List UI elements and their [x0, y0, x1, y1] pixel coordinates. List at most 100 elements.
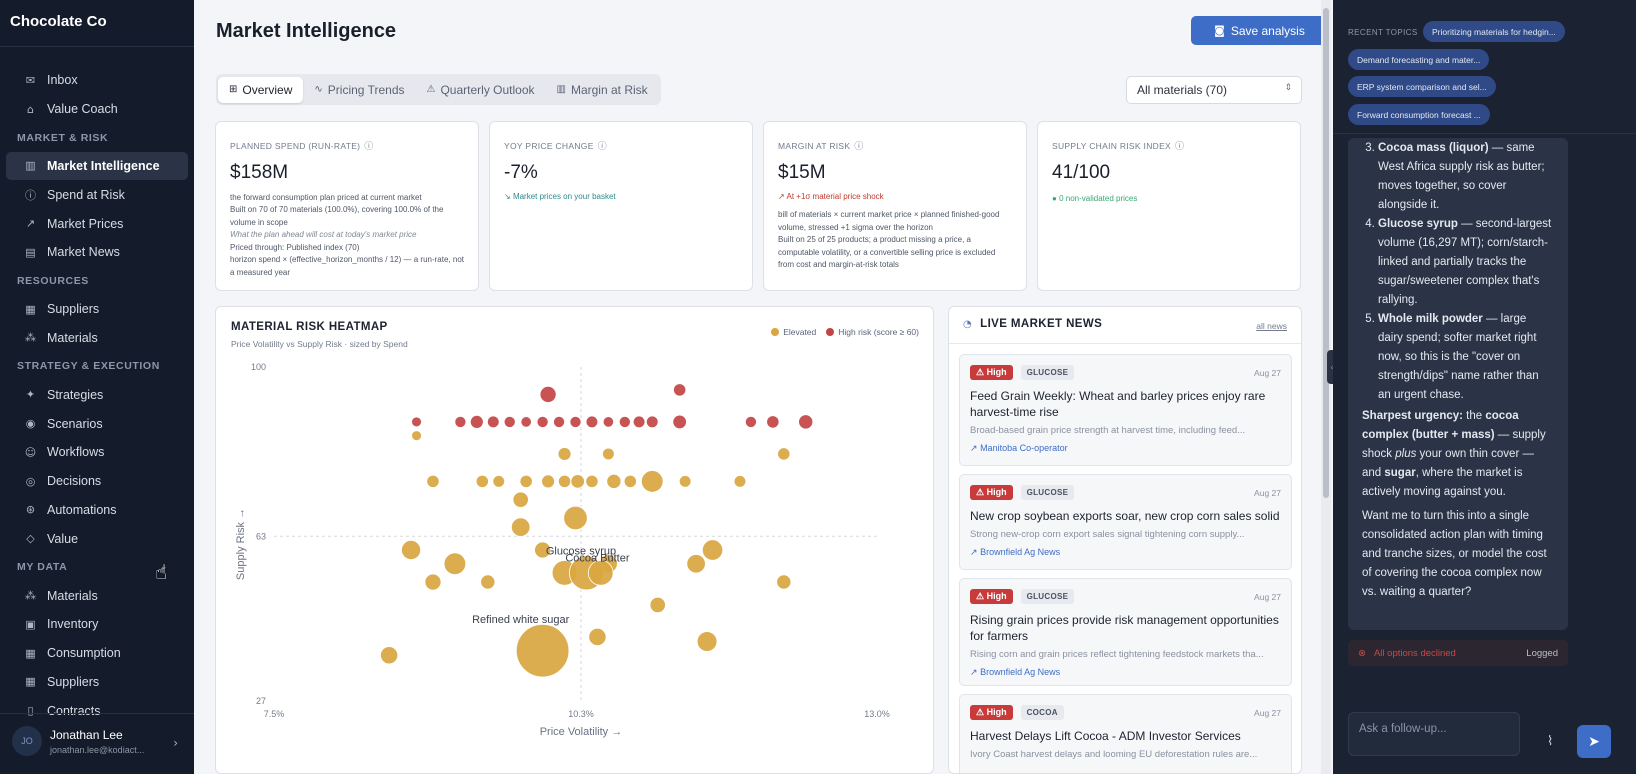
section-title: MY DATA	[17, 561, 68, 574]
info-icon[interactable]: ⓘ	[597, 142, 607, 152]
news-title: LIVE MARKET NEWS	[980, 318, 1103, 330]
follow-up-input[interactable]: Ask a follow-up...	[1348, 712, 1520, 756]
sidebar-item-my-materials[interactable]: ⁂ Materials	[6, 581, 188, 610]
kpi-note: What the plan ahead will cost at today's…	[230, 230, 417, 239]
sidebar-item-label: Market News	[47, 245, 120, 260]
legend-item-elevated: Elevated	[771, 327, 816, 337]
kpi-label: MARGIN AT RISK ⓘ	[778, 139, 1012, 153]
news-card[interactable]: ⚠ High GLUCOSE Aug 27 Rising grain prices …	[959, 578, 1292, 686]
tab-margin-at-risk[interactable]: ▥ Margin at Risk	[546, 77, 659, 103]
sidebar-item-market-prices[interactable]: ↗ Market Prices	[6, 209, 188, 238]
tab-pricing-trends[interactable]: ∿ Pricing Trends	[303, 77, 415, 103]
brand-name[interactable]: Chocolate Co	[10, 13, 107, 30]
data-point	[510, 517, 531, 537]
sidebar-item-inventory[interactable]: ▣ Inventory	[6, 610, 188, 639]
sidebar-item-value-coach[interactable]: ⌂ Value Coach	[6, 95, 188, 124]
data-point	[411, 430, 422, 441]
save-analysis-button[interactable]: ◙ Save analysis	[1191, 16, 1328, 45]
news-source-link[interactable]: ↗ Brownfield Ag News	[970, 667, 1281, 678]
kpi-trend: ↗ At +1σ material price shock	[778, 192, 1012, 201]
section-my-data[interactable]: MY DATA ⌄	[0, 553, 194, 581]
main-scrollbar[interactable]	[1321, 0, 1331, 774]
sidebar-item-inbox[interactable]: ✉ Inbox	[6, 66, 188, 95]
info-icon[interactable]: ⓘ	[854, 142, 864, 152]
data-point	[486, 415, 500, 429]
tab-label: Pricing Trends	[327, 82, 405, 97]
news-source-link[interactable]: ↗ Manitoba Co-operator	[970, 443, 1281, 454]
sparkles-icon: ✦	[25, 388, 36, 402]
sidebar-item-market-intelligence[interactable]: ▥ Market Intelligence	[6, 151, 188, 181]
send-button[interactable]: ➤	[1577, 725, 1611, 758]
kpi-status: ● 0 non-validated prices	[1052, 194, 1286, 203]
topic-chip[interactable]: Prioritizing materials for hedgin...	[1423, 21, 1565, 42]
tag-icon: ◇	[26, 532, 35, 546]
sidebar-item-consumption[interactable]: ▦ Consumption	[6, 639, 188, 668]
kpi-value: $158M	[230, 162, 289, 183]
paperclip-icon[interactable]: ⌇	[1547, 734, 1554, 749]
severity-badge: ⚠ High	[970, 705, 1013, 720]
data-point	[585, 474, 599, 488]
news-card[interactable]: ⚠ High GLUCOSE Aug 27 New crop soybean exp…	[959, 474, 1292, 570]
materials-filter-select[interactable]: All materials (70) ⇕	[1126, 76, 1302, 104]
sidebar-item-label: Decisions	[47, 474, 102, 489]
sidebar-item-my-suppliers[interactable]: ▦ Suppliers	[6, 668, 188, 697]
kpi-note: Built on 70 of 70 materials (100.0%), co…	[230, 205, 444, 227]
legend-swatch	[771, 328, 780, 336]
kpi-note: Priced through: Published index (70)	[230, 242, 360, 252]
data-point	[776, 574, 792, 590]
trend-text: Market prices on your basket	[512, 192, 616, 201]
data-point	[645, 415, 659, 429]
all-news-link[interactable]: all news	[1256, 321, 1287, 331]
news-headline: Rising grain prices provide risk managem…	[970, 613, 1279, 643]
kpi-label-text: MARGIN AT RISK	[778, 140, 851, 151]
news-source-link[interactable]: ↗ Brownfield Ag News	[970, 547, 1281, 558]
sidebar-item-automations[interactable]: ⊛ Automations	[6, 496, 188, 525]
news-snippet: Ivory Coast harvest delays and looming E…	[970, 749, 1258, 760]
decision-status: ⊗ All options declined Logged	[1348, 640, 1568, 666]
logged-label: Logged	[1526, 647, 1558, 659]
topic-chip[interactable]: Demand forecasting and mater...	[1348, 49, 1490, 70]
info-icon[interactable]: ⓘ	[364, 142, 374, 152]
topic-chip[interactable]: ERP system comparison and sel...	[1348, 76, 1496, 97]
data-point	[623, 474, 637, 488]
news-header: ◔ LIVE MARKET NEWS	[963, 318, 1102, 330]
trend-up-icon: ↗	[778, 192, 785, 201]
info-icon[interactable]: ⓘ	[1175, 142, 1185, 152]
user-menu[interactable]: JO Jonathan Lee jonathan.lee@kodiact... …	[0, 713, 194, 774]
news-snippet: Broad-based grain price strength at harv…	[970, 425, 1246, 436]
sidebar-item-contracts[interactable]: ▯ Contracts	[6, 696, 188, 725]
tab-quarterly-outlook[interactable]: ⚠ Quarterly Outlook	[416, 77, 546, 103]
divider	[1333, 133, 1636, 134]
news-card[interactable]: ⚠ High COCOA Aug 27 Harvest Delays Lift Co…	[959, 694, 1292, 773]
tab-overview[interactable]: ⊞ Overview	[218, 76, 304, 103]
boxes-icon: ⁂	[25, 589, 36, 603]
scrollbar-thumb[interactable]	[1323, 8, 1329, 498]
building-icon: ▦	[25, 675, 36, 689]
sidebar-item-value[interactable]: ◇ Value	[6, 524, 188, 553]
sidebar-item-strategies[interactable]: ✦ Strategies	[6, 380, 188, 409]
data-point	[602, 416, 615, 428]
sidebar-item-spend-at-risk[interactable]: ⓘ Spend at Risk	[6, 180, 188, 209]
topic-chip[interactable]: Forward consumption forecast ...	[1348, 104, 1490, 125]
sidebar-item-suppliers[interactable]: ▦ Suppliers	[6, 295, 188, 324]
sidebar-item-label: Materials	[47, 330, 98, 345]
heatmap-chart[interactable]: 100 63 27 7.5% 10.3% 13.0% Price Volatility → S…	[216, 307, 935, 774]
sidebar-item-workflows[interactable]: ☺ Workflows	[6, 438, 188, 467]
sidebar-item-decisions[interactable]: ◎ Decisions	[6, 467, 188, 496]
view-tabs: ⊞ Overview ∿ Pricing Trends ⚠ Quarterly Out…	[216, 74, 661, 105]
sidebar-item-market-news[interactable]: ▤ Market News	[6, 238, 188, 267]
external-link-icon: ↗	[970, 668, 978, 678]
sidebar-item-materials[interactable]: ⁂ Materials	[6, 324, 188, 353]
data-point	[733, 475, 747, 488]
kpi-planned-spend: PLANNED SPEND (RUN-RATE) ⓘ $158M the forw…	[215, 121, 479, 291]
sidebar-item-scenarios[interactable]: ◉ Scenarios	[6, 409, 188, 438]
select-chevron-icon: ⇕	[1284, 83, 1292, 93]
kpi-description: the forward consumption plan priced at c…	[230, 193, 422, 202]
kpi-note: bill of materials × current market price…	[778, 210, 1000, 232]
data-point	[515, 623, 570, 678]
news-card[interactable]: ⚠ High GLUCOSE Aug 27 Feed Grain Weekly: W…	[959, 354, 1292, 466]
category-badge: GLUCOSE	[1020, 589, 1075, 604]
user-email: jonathan.lee@kodiact...	[50, 745, 145, 755]
avatar: JO	[12, 726, 42, 756]
panel-collapse-handle[interactable]: ‹	[1327, 350, 1337, 384]
